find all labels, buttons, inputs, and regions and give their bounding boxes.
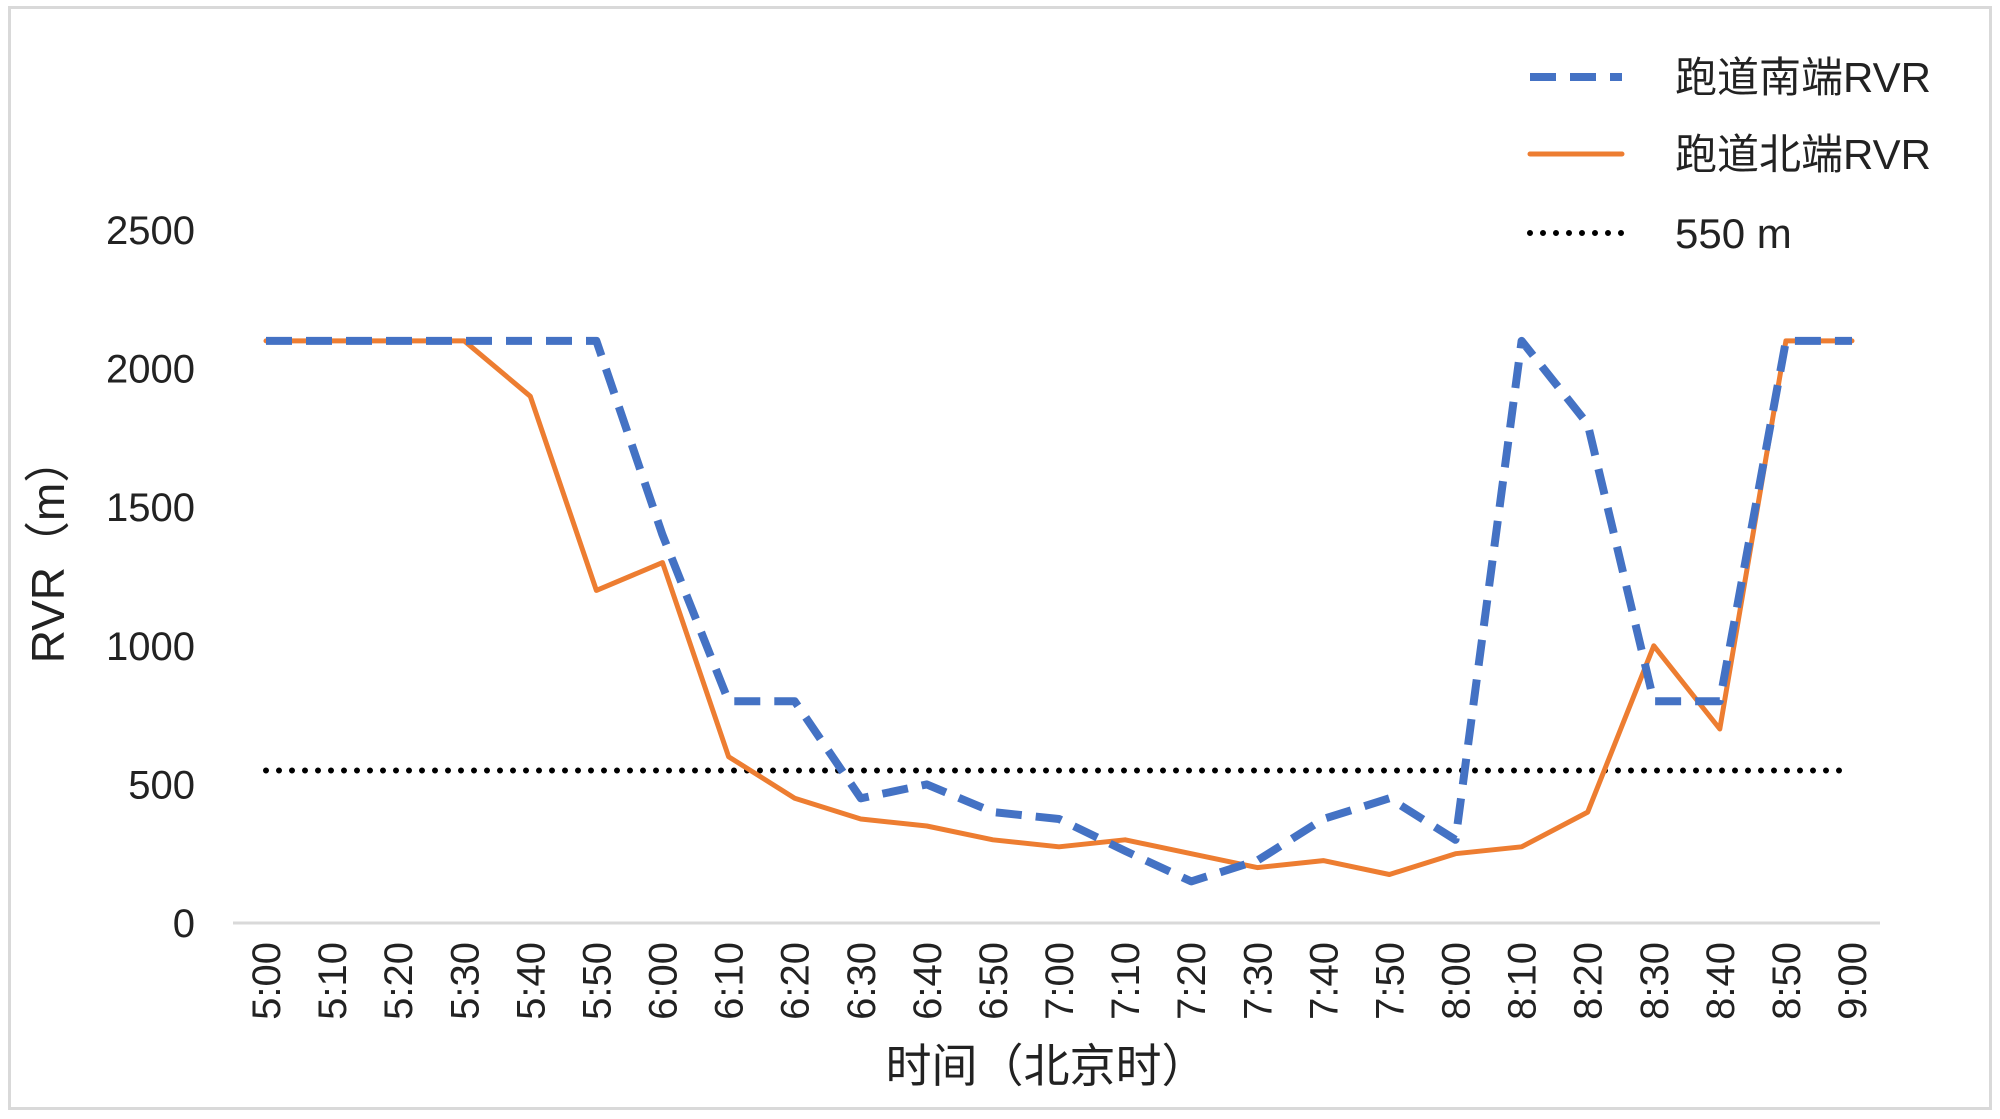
x-tick-label: 8:20	[1567, 942, 1611, 1020]
legend-item-south: 跑道南端RVR	[1530, 54, 1931, 101]
series-layer	[263, 336, 1855, 886]
y-axis-title: RVR（m）	[22, 437, 74, 664]
series-line-south	[266, 336, 1852, 886]
x-tick-label: 7:20	[1170, 942, 1214, 1020]
y-tick-label: 0	[173, 902, 195, 946]
y-tick-label: 1500	[106, 486, 195, 530]
x-tick-label: 5:20	[377, 942, 421, 1020]
y-tick-label: 1000	[106, 625, 195, 669]
series-line-north	[263, 338, 1855, 877]
x-tick-label: 5:00	[245, 942, 289, 1020]
x-tick-label: 6:20	[774, 942, 818, 1020]
x-tick-label: 7:10	[1104, 942, 1148, 1020]
x-tick-label: 6:00	[642, 942, 686, 1020]
legend-item-threshold: 550 m	[1527, 210, 1792, 257]
x-tick-label: 6:30	[840, 942, 884, 1020]
x-tick-label: 8:40	[1699, 942, 1743, 1020]
x-tick-label: 8:10	[1501, 942, 1545, 1020]
x-tick-label: 5:50	[575, 942, 619, 1020]
x-tick-label: 8:30	[1633, 942, 1677, 1020]
y-axis-ticks: 0 500 1000 1500 2000 2500	[106, 209, 195, 946]
chart-frame	[8, 6, 1992, 1110]
x-tick-label: 6:40	[906, 942, 950, 1020]
x-tick-label: 8:50	[1765, 942, 1809, 1020]
x-tick-label: 8:00	[1435, 942, 1479, 1020]
x-tick-label: 7:40	[1302, 942, 1346, 1020]
x-tick-label: 5:10	[311, 942, 355, 1020]
x-tick-label: 6:50	[972, 942, 1016, 1020]
x-axis-title: 时间（北京时）	[886, 1040, 1208, 1092]
legend: 跑道南端RVR 跑道北端RVR 550 m	[1527, 54, 1931, 257]
x-tick-label: 5:40	[509, 942, 553, 1020]
legend-item-north: 跑道北端RVR	[1527, 131, 1931, 178]
x-tick-label: 7:00	[1038, 942, 1082, 1020]
x-tick-label: 5:30	[443, 942, 487, 1020]
legend-label-south: 跑道南端RVR	[1675, 54, 1931, 101]
x-tick-label: 7:30	[1236, 942, 1280, 1020]
legend-label-north: 跑道北端RVR	[1675, 131, 1931, 178]
y-tick-label: 2000	[106, 348, 195, 392]
x-axis-ticks: 5:00 5:10 5:20 5:30 5:40 5:50 6:00 6:10 6:20 6:30…	[245, 942, 1875, 1020]
x-tick-label: 6:10	[708, 942, 752, 1020]
x-tick-label: 7:50	[1368, 942, 1412, 1020]
y-tick-label: 2500	[106, 209, 195, 253]
y-tick-label: 500	[128, 763, 195, 807]
x-tick-label: 9:00	[1831, 942, 1875, 1020]
legend-label-threshold: 550 m	[1675, 210, 1792, 257]
